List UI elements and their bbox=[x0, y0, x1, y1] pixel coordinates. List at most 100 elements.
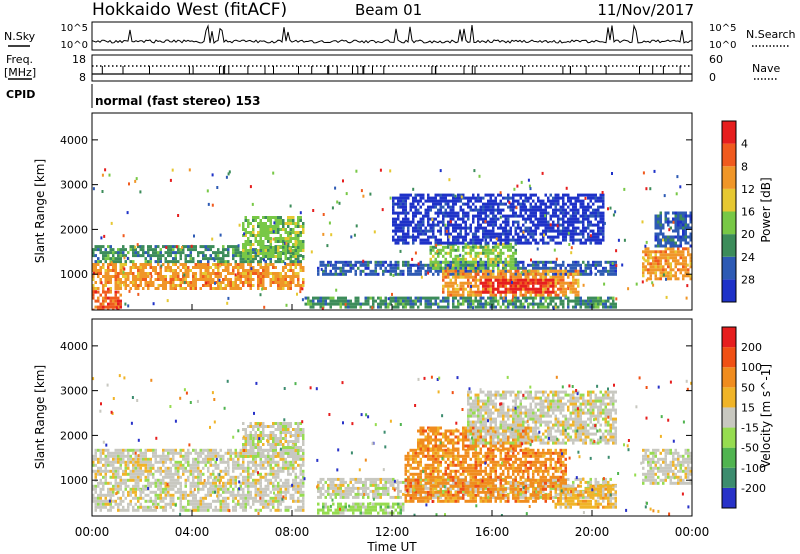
heatmap-cell bbox=[437, 208, 440, 212]
heatmap-cell bbox=[309, 302, 312, 306]
scatter-point bbox=[448, 178, 451, 182]
heatmap-cell bbox=[574, 299, 577, 303]
heatmap-cell bbox=[179, 448, 182, 452]
heatmap-cell bbox=[574, 232, 577, 236]
heatmap-cell bbox=[139, 463, 142, 467]
heatmap-cell bbox=[239, 251, 242, 255]
heatmap-cell bbox=[529, 272, 532, 276]
heatmap-cell bbox=[267, 246, 270, 249]
heatmap-cell bbox=[522, 260, 525, 264]
heatmap-cell bbox=[147, 472, 150, 476]
heatmap-cell bbox=[297, 243, 300, 246]
scatter-point bbox=[272, 230, 275, 234]
heatmap-cell bbox=[489, 193, 492, 197]
heatmap-cell bbox=[512, 305, 515, 309]
heatmap-cell bbox=[199, 278, 202, 281]
heatmap-cell bbox=[92, 460, 95, 464]
heatmap-cell bbox=[147, 508, 150, 512]
heatmap-cell bbox=[409, 223, 412, 227]
heatmap-cell bbox=[152, 463, 155, 467]
heatmap-cell bbox=[414, 269, 417, 273]
heatmap-cell bbox=[237, 287, 240, 290]
heatmap-cell bbox=[554, 235, 557, 239]
heatmap-cell bbox=[264, 252, 267, 255]
heatmap-cell bbox=[472, 275, 475, 279]
heatmap-cell bbox=[459, 223, 462, 227]
heatmap-cell bbox=[187, 275, 190, 278]
heatmap-cell bbox=[287, 269, 290, 272]
heatmap-cell bbox=[504, 257, 507, 261]
scatter-point bbox=[499, 191, 502, 195]
heatmap-cell bbox=[132, 284, 135, 287]
heatmap-cell bbox=[684, 223, 687, 227]
heatmap-cell bbox=[294, 266, 297, 269]
y-tick-label: 1000 bbox=[60, 268, 88, 281]
heatmap-cell bbox=[162, 460, 165, 464]
heatmap-cell bbox=[487, 199, 490, 203]
heatmap-cell bbox=[169, 245, 172, 249]
heatmap-cell bbox=[654, 277, 657, 281]
heatmap-cell bbox=[437, 248, 440, 252]
heatmap-cell bbox=[657, 277, 660, 281]
heatmap-cell bbox=[147, 245, 150, 249]
heatmap-cell bbox=[494, 248, 497, 252]
heatmap-cell bbox=[169, 475, 172, 479]
heatmap-cell bbox=[569, 235, 572, 239]
heatmap-cell bbox=[522, 281, 525, 285]
heatmap-cell bbox=[687, 250, 690, 254]
heatmap-cell bbox=[379, 296, 382, 300]
heatmap-cell bbox=[509, 281, 512, 285]
heatmap-cell bbox=[447, 293, 450, 297]
heatmap-cell bbox=[414, 296, 417, 300]
heatmap-cell bbox=[462, 211, 465, 215]
heatmap-cell bbox=[419, 272, 422, 276]
heatmap-cell bbox=[599, 241, 602, 245]
heatmap-cell bbox=[407, 263, 410, 267]
scatter-point bbox=[611, 172, 613, 175]
heatmap-cell bbox=[139, 454, 142, 458]
heatmap-cell bbox=[427, 299, 430, 303]
scatter-point bbox=[427, 271, 430, 275]
heatmap-cell bbox=[189, 281, 192, 284]
heatmap-cell bbox=[184, 481, 187, 485]
heatmap-cell bbox=[127, 278, 130, 281]
heatmap-cell bbox=[227, 266, 230, 269]
heatmap-cell bbox=[432, 229, 435, 233]
heatmap-cell bbox=[154, 266, 157, 269]
heatmap-cell bbox=[472, 299, 475, 303]
heatmap-cell bbox=[489, 299, 492, 303]
heatmap-cell bbox=[147, 469, 150, 473]
heatmap-cell bbox=[482, 220, 485, 224]
heatmap-cell bbox=[467, 260, 470, 264]
heatmap-cell bbox=[682, 262, 685, 266]
heatmap-cell bbox=[122, 481, 125, 485]
heatmap-cell bbox=[469, 196, 472, 200]
heatmap-cell bbox=[512, 272, 515, 276]
heatmap-cell bbox=[129, 460, 132, 464]
heatmap-cell bbox=[397, 226, 400, 230]
heatmap-cell bbox=[599, 272, 602, 276]
heatmap-cell bbox=[679, 256, 682, 260]
heatmap-cell bbox=[402, 196, 405, 200]
heatmap-cell bbox=[522, 208, 525, 212]
heatmap-cell bbox=[682, 217, 685, 221]
heatmap-cell bbox=[402, 223, 405, 227]
heatmap-cell bbox=[164, 257, 167, 261]
heatmap-cell bbox=[92, 254, 95, 258]
heatmap-cell bbox=[552, 275, 555, 279]
heatmap-cell bbox=[479, 251, 482, 255]
heatmap-cell bbox=[194, 448, 197, 452]
heatmap-cell bbox=[207, 281, 210, 284]
heatmap-cell bbox=[434, 266, 437, 270]
heatmap-cell bbox=[539, 299, 542, 303]
freq-tick-bottom: 8 bbox=[79, 71, 86, 84]
heatmap-cell bbox=[417, 211, 420, 215]
heatmap-cell bbox=[464, 275, 467, 279]
heatmap-cell bbox=[252, 260, 255, 264]
heatmap-cell bbox=[647, 256, 650, 260]
heatmap-cell bbox=[649, 253, 652, 257]
heatmap-cell bbox=[149, 281, 152, 284]
heatmap-cell bbox=[149, 466, 152, 470]
heatmap-cell bbox=[257, 252, 260, 255]
heatmap-cell bbox=[394, 220, 397, 224]
